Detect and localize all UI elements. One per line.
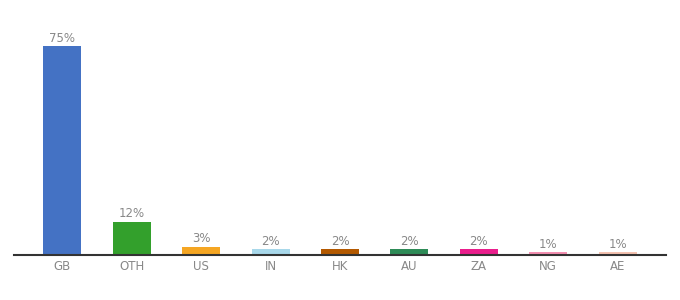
- Text: 1%: 1%: [609, 238, 627, 250]
- Bar: [460, 249, 498, 255]
- Text: 2%: 2%: [469, 235, 488, 248]
- Bar: [390, 249, 428, 255]
- Text: 1%: 1%: [539, 238, 558, 250]
- Text: 75%: 75%: [50, 32, 75, 45]
- Text: 2%: 2%: [400, 235, 419, 248]
- Text: 2%: 2%: [261, 235, 280, 248]
- Bar: [252, 249, 290, 255]
- Bar: [44, 46, 82, 255]
- Bar: [182, 247, 220, 255]
- Bar: [113, 222, 151, 255]
- Bar: [321, 249, 359, 255]
- Text: 12%: 12%: [119, 207, 145, 220]
- Text: 3%: 3%: [192, 232, 210, 245]
- Text: 2%: 2%: [330, 235, 350, 248]
- Bar: [598, 252, 636, 255]
- Bar: [529, 252, 567, 255]
